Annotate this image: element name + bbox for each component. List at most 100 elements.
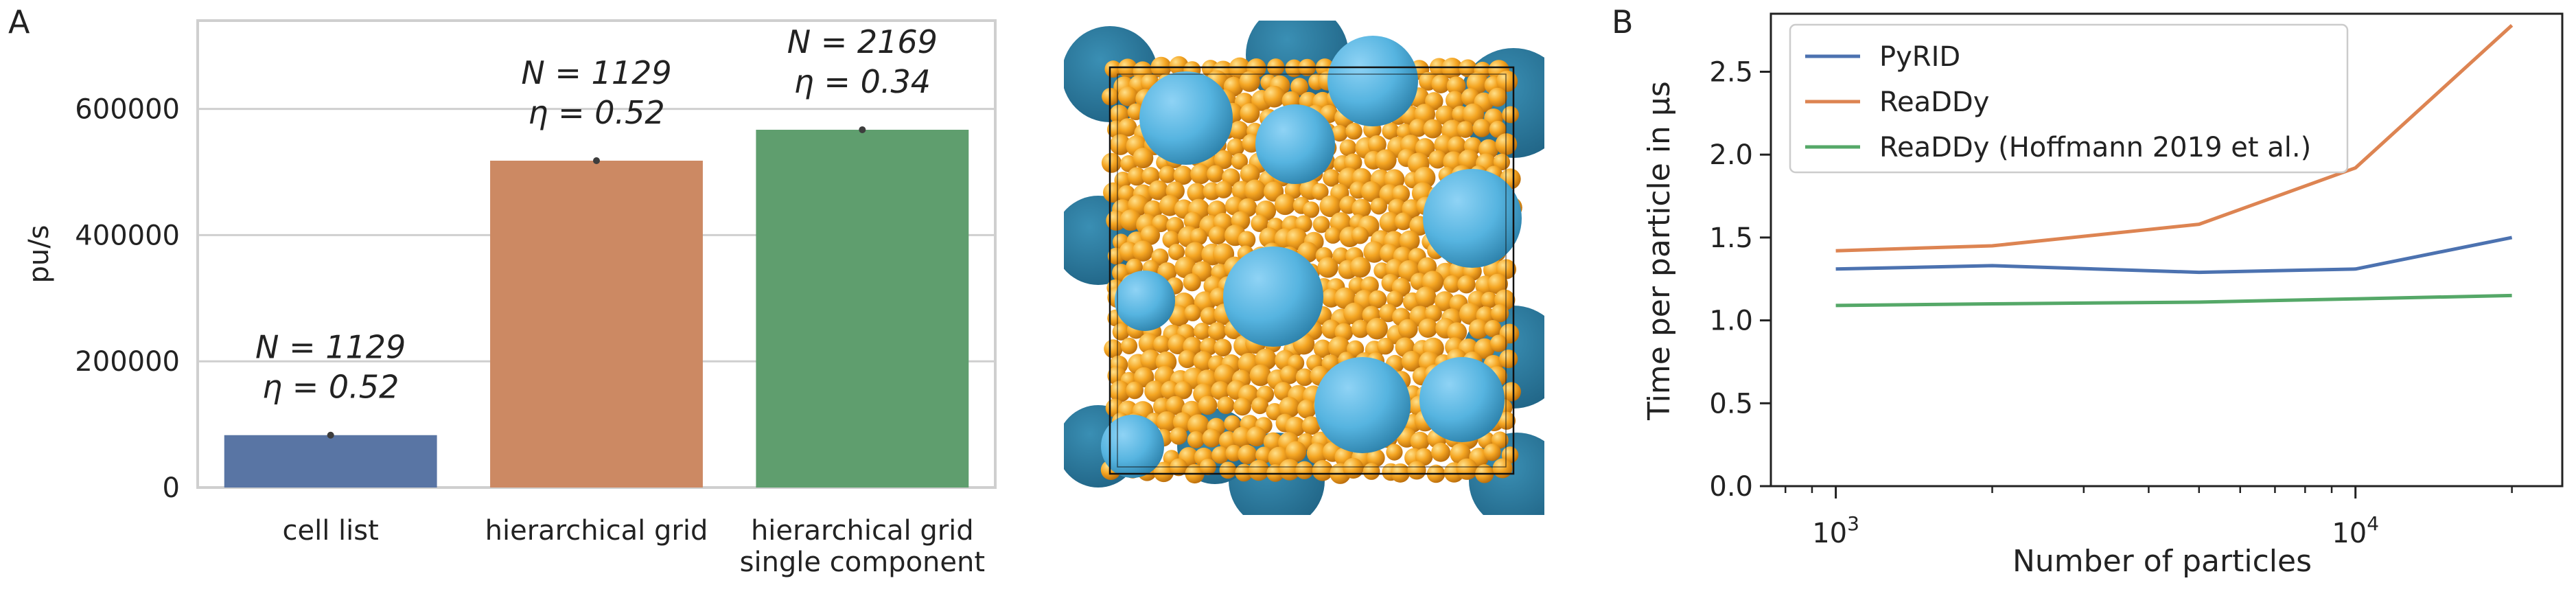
large-spheres-front (1101, 36, 1522, 478)
legend-label: ReaDDy (1879, 87, 1989, 118)
large-sphere (1423, 169, 1522, 268)
small-sphere (1487, 273, 1508, 295)
small-sphere (1239, 71, 1260, 92)
small-sphere (1386, 290, 1404, 308)
large-sphere (1139, 71, 1233, 165)
bar-chart-error-bars (327, 126, 866, 439)
small-sphere (1295, 461, 1314, 480)
small-sphere (1200, 337, 1218, 356)
bar (490, 161, 703, 488)
small-sphere (1249, 364, 1272, 387)
small-sphere (1184, 304, 1201, 321)
small-sphere (1132, 240, 1154, 262)
small-sphere (1251, 214, 1268, 232)
small-sphere (1312, 460, 1334, 481)
small-sphere (1104, 339, 1123, 358)
small-sphere (1240, 163, 1260, 184)
small-sphere (1174, 256, 1196, 279)
bar-annotation: N = 2169 (787, 23, 938, 60)
small-sphere (1343, 302, 1366, 325)
line-y-tick-label: 1.0 (1709, 306, 1753, 337)
small-sphere (1153, 335, 1171, 354)
small-sphere (1306, 442, 1328, 464)
small-sphere (1366, 318, 1388, 340)
small-sphere (1290, 78, 1309, 96)
small-sphere (1397, 319, 1418, 339)
small-sphere (1144, 380, 1166, 402)
small-sphere (1457, 275, 1476, 294)
small-sphere (1168, 244, 1185, 261)
small-sphere (1313, 339, 1332, 358)
line-chart-x-axis: 103 104 (1784, 486, 2513, 549)
error-bar-center (859, 126, 866, 133)
small-sphere (1418, 318, 1438, 338)
line-y-tick-label: 2.0 (1709, 139, 1753, 171)
small-sphere (1225, 444, 1242, 462)
small-sphere (1103, 182, 1124, 203)
series-line (1835, 24, 2514, 253)
bar-y-tick-label: 400000 (75, 220, 180, 251)
small-sphere (1202, 428, 1221, 448)
small-sphere (1410, 431, 1430, 451)
small-sphere (1109, 134, 1131, 155)
panel-label-b: B (1612, 3, 1634, 41)
large-sphere (1255, 104, 1335, 184)
line-y-tick-label: 0.5 (1709, 388, 1753, 420)
large-sphere (1314, 357, 1411, 453)
small-sphere (1297, 399, 1316, 419)
small-sphere (1207, 322, 1227, 341)
small-sphere (1399, 230, 1420, 251)
small-sphere (1363, 241, 1385, 263)
small-sphere (1415, 286, 1437, 308)
small-sphere (1238, 231, 1256, 249)
small-sphere (1134, 367, 1154, 388)
bar-x-tick-label: single component (740, 547, 985, 578)
small-sphere (1345, 122, 1362, 140)
small-sphere (1295, 215, 1312, 233)
small-sphere (1183, 211, 1203, 231)
bar-x-tick-label: cell list (283, 515, 379, 547)
small-sphere (1285, 59, 1303, 78)
small-sphere (1279, 365, 1299, 385)
line-chart-x-label: Number of particles (2012, 544, 2312, 579)
small-sphere (1348, 277, 1366, 295)
small-sphere (1211, 446, 1229, 464)
small-sphere (1456, 458, 1478, 480)
bar (756, 129, 969, 488)
small-sphere (1323, 169, 1341, 187)
small-sphere (1190, 163, 1211, 185)
small-sphere (1457, 121, 1474, 138)
bar-chart-y-label: pu/s (23, 225, 55, 283)
small-sphere (1101, 152, 1122, 173)
line-chart-y-label: Time per particle in μs (1642, 81, 1677, 421)
small-sphere (1344, 153, 1362, 172)
small-sphere (1166, 216, 1184, 235)
small-sphere (1194, 322, 1211, 340)
small-sphere (1285, 441, 1307, 462)
small-sphere (1263, 85, 1286, 108)
small-sphere (1491, 431, 1509, 449)
small-sphere (1138, 333, 1160, 354)
small-sphere (1238, 444, 1257, 465)
small-sphere (1351, 198, 1371, 218)
small-sphere (1496, 70, 1518, 92)
small-sphere (1187, 414, 1209, 437)
small-sphere (1331, 125, 1348, 142)
small-sphere (1459, 59, 1477, 78)
small-sphere (1458, 149, 1479, 171)
small-sphere (1246, 426, 1266, 447)
small-sphere (1428, 150, 1447, 169)
bar-chart-bars (224, 129, 969, 488)
small-sphere (1368, 290, 1387, 309)
small-sphere (1140, 225, 1161, 245)
small-sphere (1229, 121, 1249, 140)
line-x-tick-label: 103 (1812, 512, 1859, 549)
small-sphere (1415, 448, 1433, 466)
small-sphere (1174, 381, 1192, 400)
small-sphere (1109, 380, 1131, 402)
small-sphere (1424, 305, 1442, 323)
small-sphere (1235, 463, 1253, 482)
bar-x-tick-label: hierarchical grid (751, 515, 974, 547)
small-sphere (1408, 118, 1428, 137)
